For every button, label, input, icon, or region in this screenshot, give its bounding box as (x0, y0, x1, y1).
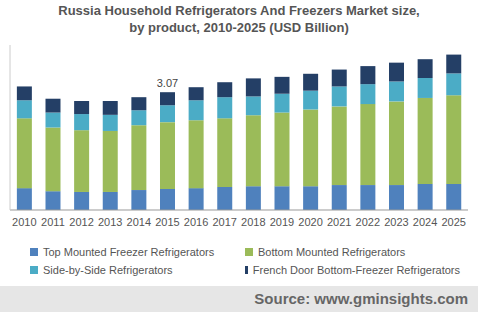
svg-text:2022: 2022 (356, 216, 380, 228)
svg-text:2015: 2015 (155, 216, 179, 228)
svg-text:2016: 2016 (184, 216, 208, 228)
html-text:French Door Bottom-Freezer Ref: French Door Bottom-Freezer Refrigerators (252, 264, 460, 276)
html-text:Top Mounted Freezer Refrigerat: Top Mounted Freezer Refrigerators (43, 246, 215, 258)
svg-text:2020: 2020 (298, 216, 322, 228)
svg-text:2025: 2025 (441, 216, 465, 228)
svg-text:2010: 2010 (12, 216, 36, 228)
svg-text:2014: 2014 (127, 216, 151, 228)
svg-text:2023: 2023 (384, 216, 408, 228)
html-text:Side-by-Side Refrigerators: Side-by-Side Refrigerators (43, 264, 173, 276)
svg-text:2017: 2017 (212, 216, 236, 228)
svg-text:2011: 2011 (41, 216, 65, 228)
svg-text:3.07: 3.07 (157, 77, 178, 89)
svg-text:2018: 2018 (241, 216, 265, 228)
html-text:Bottom Mounted Refrigerators: Bottom Mounted Refrigerators (258, 246, 406, 258)
svg-text:2019: 2019 (270, 216, 294, 228)
svg-text:2012: 2012 (69, 216, 93, 228)
html-text:Russia Household Refrigerators: Russia Household Refrigerators And Freez… (58, 3, 420, 18)
svg-text:2021: 2021 (327, 216, 351, 228)
svg-text:2013: 2013 (98, 216, 122, 228)
svg-text:2024: 2024 (413, 216, 437, 228)
html-text:by product, 2010-2025 (USD Bil: by product, 2010-2025 (USD Billion) (129, 20, 349, 35)
html-text:Source: www.gminsights.com: Source: www.gminsights.com (254, 290, 468, 307)
